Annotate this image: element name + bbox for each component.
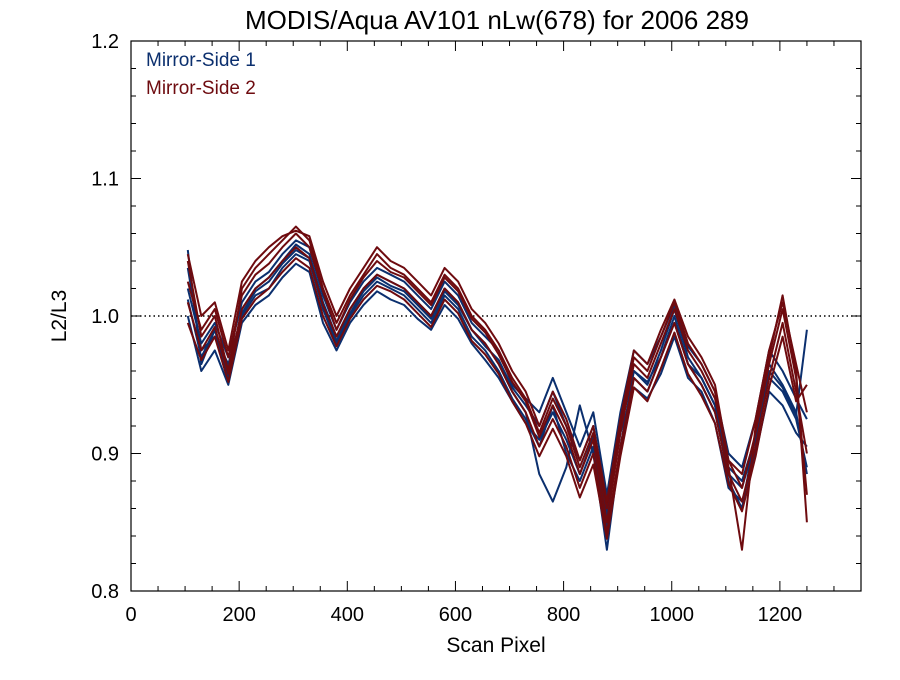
series-line-mirror-side-2-1: [186, 225, 808, 551]
x-tick-label: 200: [222, 604, 255, 626]
y-tick-label: 1.1: [91, 169, 119, 191]
x-axis-label: Scan Pixel: [446, 634, 545, 657]
series-line-mirror-side-2-4: [186, 229, 808, 503]
series-line-mirror-side-2-3: [186, 246, 808, 535]
legend-item-mirror-side-2: Mirror-Side 2: [146, 78, 256, 99]
y-tick-label: 1.2: [91, 31, 119, 53]
y-tick-label: 1.0: [91, 306, 119, 328]
x-tick-label: 1200: [758, 604, 803, 626]
y-axis-label: L2/L3: [48, 290, 71, 343]
x-tick-label: 0: [125, 604, 136, 626]
x-tick-label: 600: [439, 604, 472, 626]
x-tick-label: 400: [331, 604, 364, 626]
plot-area: 0 200 400 600 800 1000 1200 0.8 0.9 1.0 1.1 1.2: [91, 31, 862, 626]
plot-frame: [130, 40, 862, 592]
series-line-mirror-side-1-4: [186, 262, 808, 517]
chart-title: MODIS/Aqua AV101 nLw(678) for 2006 289: [245, 5, 749, 35]
x-tick-label: 800: [547, 604, 580, 626]
y-tick-label: 0.8: [91, 581, 119, 603]
series-line-mirror-side-2-2: [186, 232, 808, 524]
legend-item-mirror-side-1: Mirror-Side 1: [146, 50, 256, 71]
series-line-mirror-side-1-5: [186, 249, 808, 507]
y-tick-label: 0.9: [91, 444, 119, 466]
series-line-mirror-side-2-5: [186, 257, 808, 540]
x-tick-label: 1000: [649, 604, 694, 626]
